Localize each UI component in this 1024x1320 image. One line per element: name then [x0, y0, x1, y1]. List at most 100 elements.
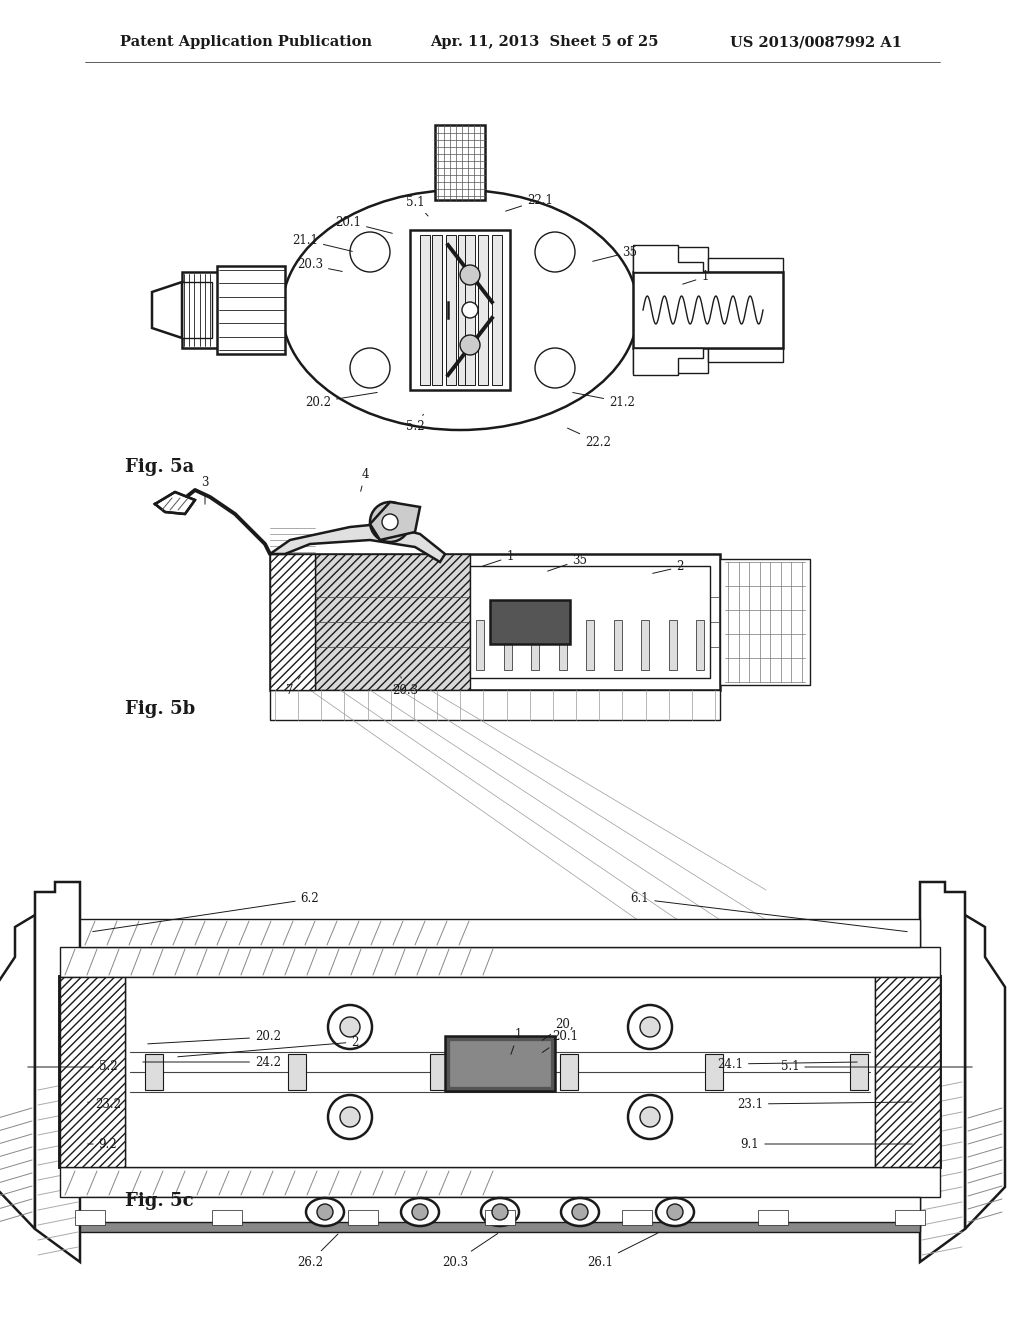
Circle shape — [328, 1005, 372, 1049]
Text: 22.1: 22.1 — [506, 194, 553, 211]
Circle shape — [572, 1204, 588, 1220]
Text: 2: 2 — [178, 1035, 358, 1057]
Text: 23.2: 23.2 — [88, 1097, 121, 1110]
Bar — [465, 235, 475, 385]
Bar — [641, 620, 649, 671]
Circle shape — [382, 513, 398, 531]
Circle shape — [640, 1107, 660, 1127]
Polygon shape — [270, 524, 445, 562]
Bar — [850, 1053, 868, 1090]
Text: 22.2: 22.2 — [567, 428, 611, 449]
Bar — [492, 235, 502, 385]
Bar — [633, 272, 783, 348]
Text: 1: 1 — [511, 1027, 521, 1055]
Bar — [212, 1210, 242, 1225]
Text: 7: 7 — [287, 676, 300, 697]
Bar — [80, 1197, 920, 1228]
Polygon shape — [633, 348, 703, 375]
Polygon shape — [155, 492, 195, 513]
Polygon shape — [920, 882, 965, 1262]
Bar — [613, 620, 622, 671]
Bar — [145, 1053, 163, 1090]
Bar — [708, 257, 783, 272]
Bar — [60, 977, 940, 1167]
Bar — [80, 1222, 920, 1232]
Text: 20,: 20, — [543, 1018, 574, 1040]
Bar — [435, 125, 485, 201]
Text: US 2013/0087992 A1: US 2013/0087992 A1 — [730, 36, 902, 49]
Bar — [182, 282, 212, 338]
Text: 26.2: 26.2 — [297, 1234, 338, 1269]
Text: 35: 35 — [548, 553, 588, 572]
Text: 20.1: 20.1 — [335, 215, 392, 234]
Circle shape — [535, 232, 575, 272]
Text: 3: 3 — [202, 475, 209, 504]
Bar — [490, 601, 570, 644]
Text: 24.2: 24.2 — [142, 1056, 281, 1068]
Bar — [270, 690, 720, 719]
Circle shape — [667, 1204, 683, 1220]
Bar — [446, 235, 456, 385]
Text: 20.3: 20.3 — [297, 259, 342, 272]
Bar — [504, 620, 512, 671]
Text: 21.1: 21.1 — [292, 234, 352, 251]
Circle shape — [628, 1005, 672, 1049]
Ellipse shape — [481, 1199, 519, 1226]
Text: 1: 1 — [683, 271, 709, 284]
Text: 4: 4 — [360, 467, 369, 491]
Circle shape — [460, 335, 480, 355]
Bar — [708, 348, 783, 362]
Text: 5.1: 5.1 — [780, 1060, 972, 1073]
Bar — [432, 235, 442, 385]
Text: 20.2: 20.2 — [147, 1031, 281, 1044]
Bar — [458, 235, 468, 385]
Bar — [80, 919, 920, 946]
Circle shape — [350, 348, 390, 388]
Ellipse shape — [656, 1199, 694, 1226]
Text: 6.2: 6.2 — [93, 892, 319, 932]
Circle shape — [462, 302, 478, 318]
Bar — [633, 348, 708, 374]
Bar — [288, 1053, 305, 1090]
Bar — [125, 977, 874, 1167]
Circle shape — [412, 1204, 428, 1220]
Bar — [270, 554, 315, 690]
Bar — [445, 1036, 555, 1092]
Text: Patent Application Publication: Patent Application Publication — [120, 36, 372, 49]
Text: Apr. 11, 2013  Sheet 5 of 25: Apr. 11, 2013 Sheet 5 of 25 — [430, 36, 658, 49]
Polygon shape — [152, 282, 182, 338]
Text: Fig. 5c: Fig. 5c — [125, 1192, 194, 1210]
Polygon shape — [0, 915, 35, 1229]
Bar — [669, 620, 677, 671]
Text: 21.2: 21.2 — [572, 392, 635, 408]
Bar — [478, 235, 488, 385]
Bar — [348, 1210, 378, 1225]
Text: 6.1: 6.1 — [631, 892, 907, 932]
Text: 35: 35 — [593, 246, 638, 261]
Bar — [696, 620, 705, 671]
Text: Fig. 5a: Fig. 5a — [125, 458, 195, 477]
Bar — [420, 235, 430, 385]
Text: 9.1: 9.1 — [740, 1138, 912, 1151]
Bar — [430, 1053, 449, 1090]
Text: 24.1: 24.1 — [717, 1057, 857, 1071]
Circle shape — [340, 1016, 360, 1038]
Bar — [558, 620, 566, 671]
Text: 2: 2 — [652, 561, 684, 573]
Polygon shape — [315, 554, 470, 690]
Bar — [622, 1210, 651, 1225]
Bar — [586, 620, 594, 671]
Bar — [450, 1041, 550, 1086]
Circle shape — [535, 348, 575, 388]
Text: 1: 1 — [482, 550, 514, 566]
Bar — [270, 554, 720, 690]
Bar — [874, 977, 940, 1167]
Ellipse shape — [401, 1199, 439, 1226]
Circle shape — [340, 1107, 360, 1127]
Bar — [470, 566, 710, 678]
Circle shape — [460, 265, 480, 285]
Circle shape — [492, 1204, 508, 1220]
Ellipse shape — [282, 190, 638, 430]
Bar — [410, 230, 510, 389]
Ellipse shape — [306, 1199, 344, 1226]
